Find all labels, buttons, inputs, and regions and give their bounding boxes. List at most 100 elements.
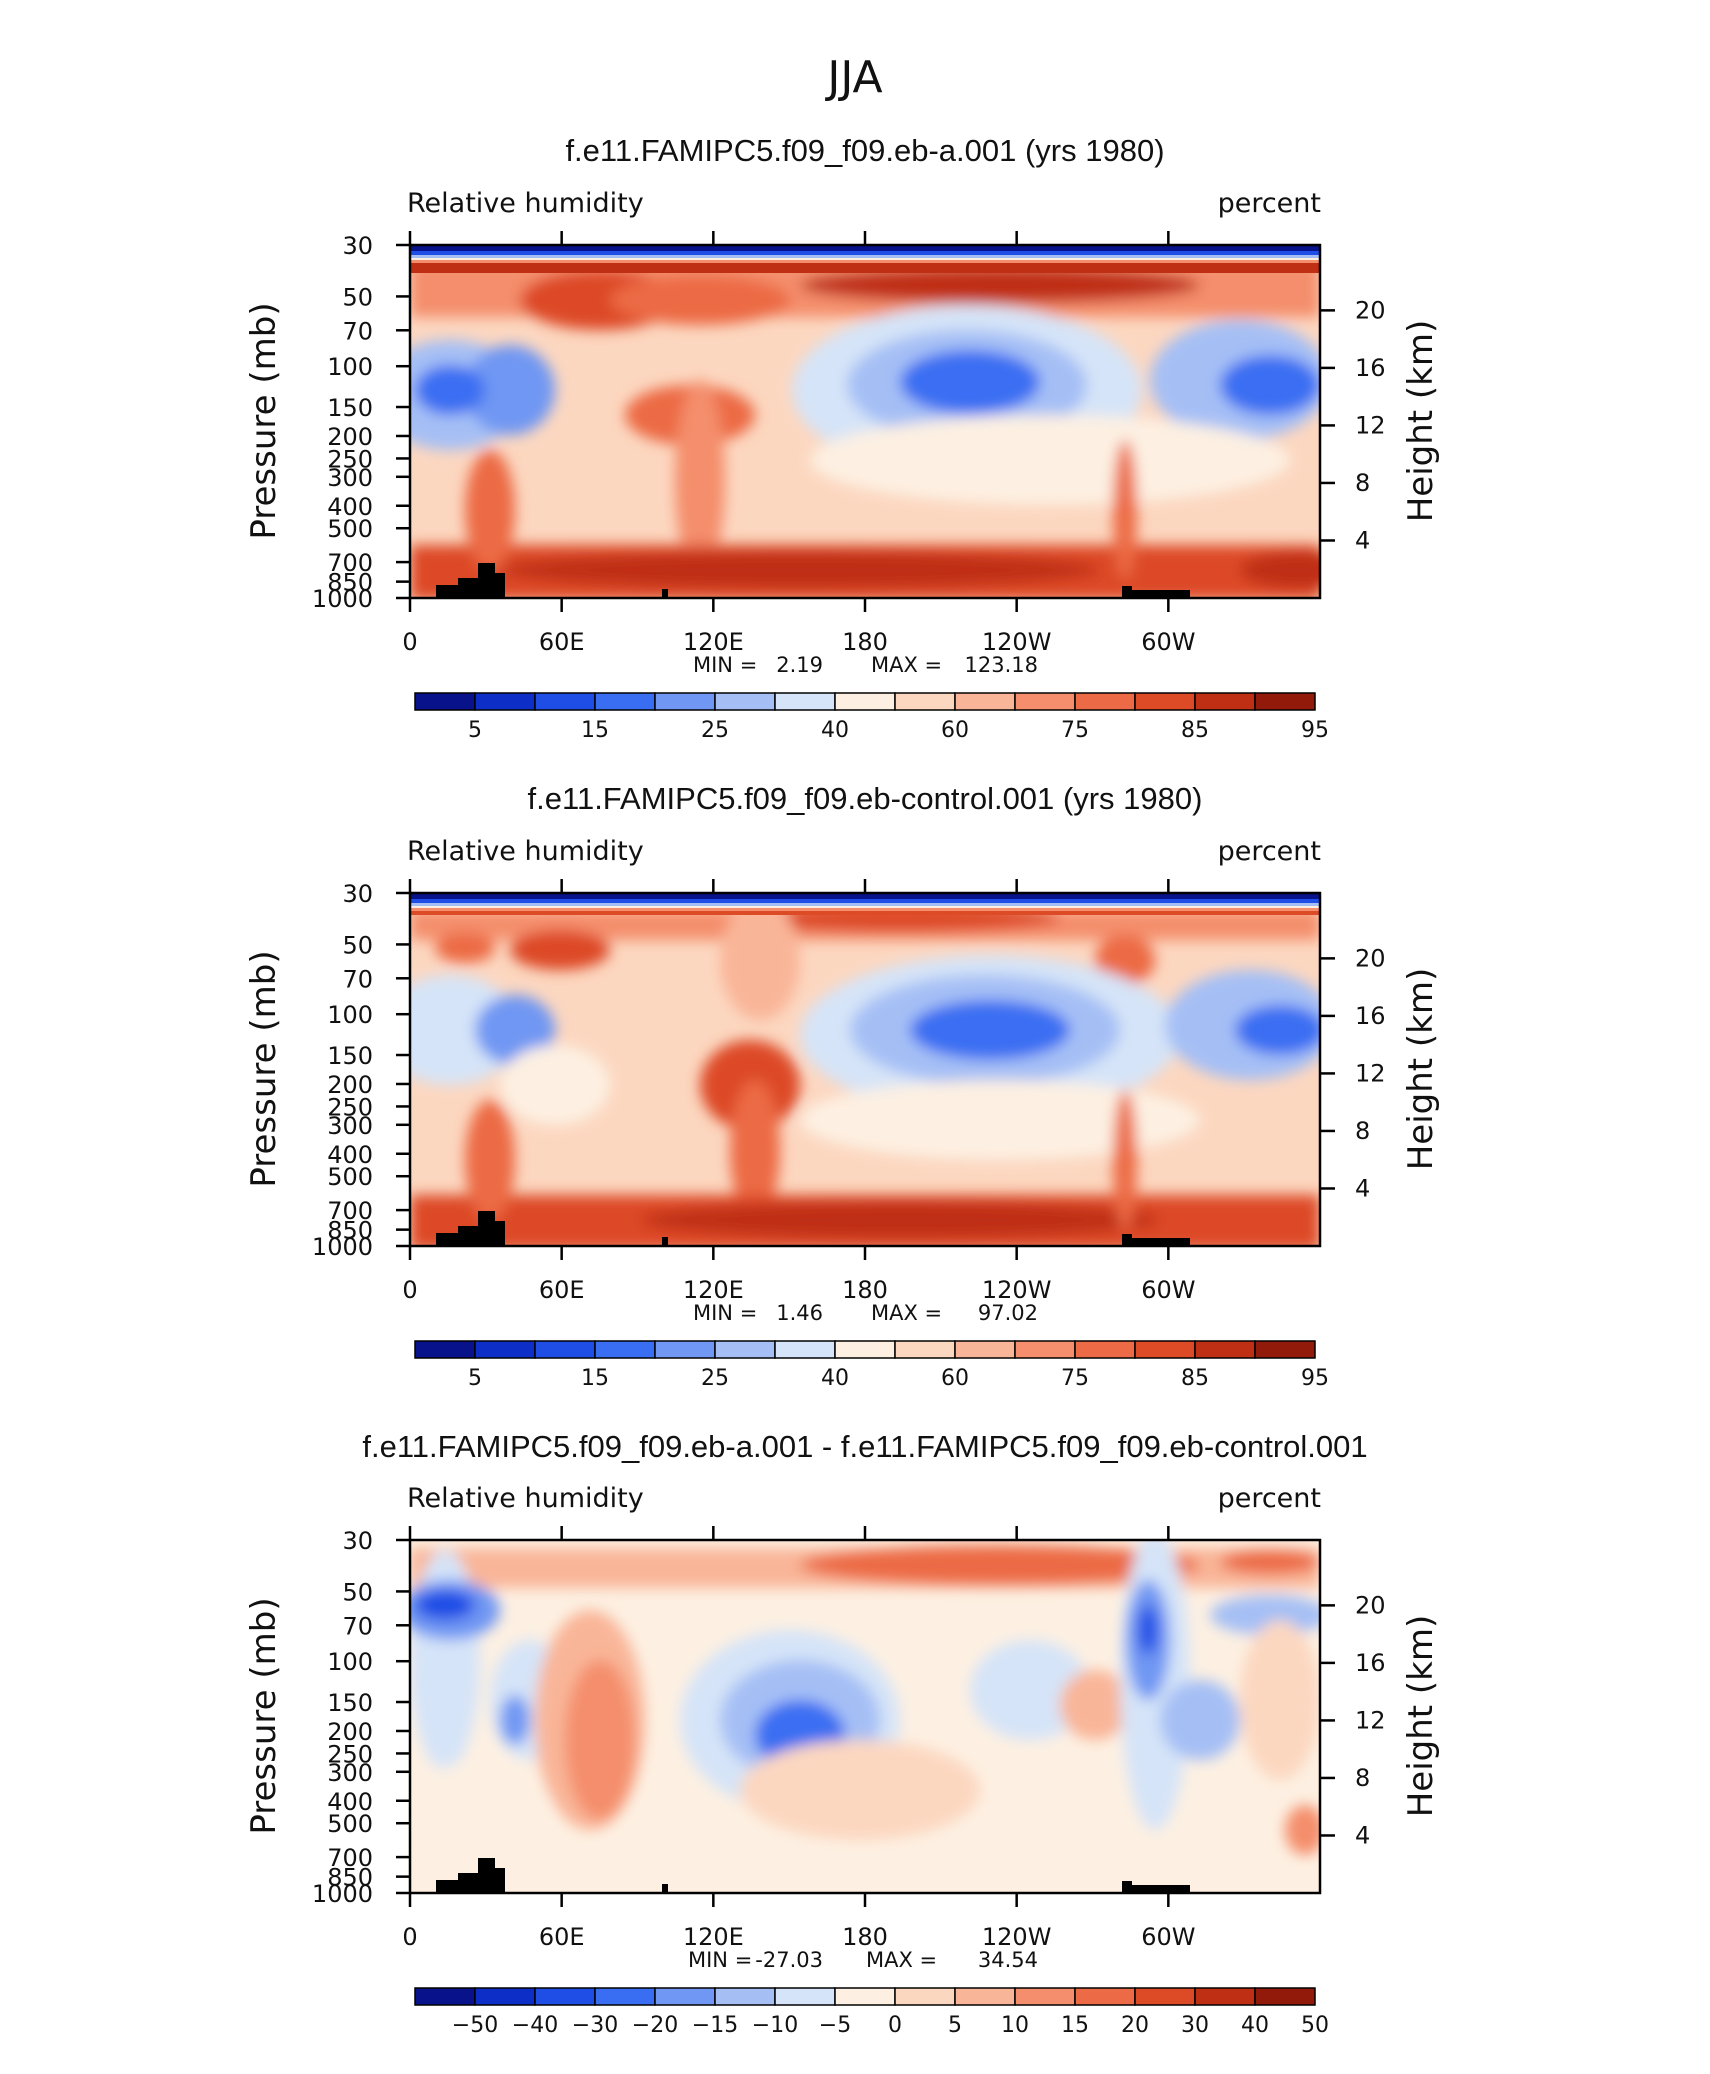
y-tick-label: 200 [327, 1718, 373, 1746]
colorbar-label: −40 [512, 2013, 558, 2038]
colorbar-box [1194, 1340, 1256, 1359]
colorbar-box [1194, 1987, 1256, 2006]
height-tick-label: 4 [1355, 1821, 1370, 1849]
colorbar-box [474, 1340, 536, 1359]
colorbar-box [1074, 1340, 1136, 1359]
colorbar-box [1254, 1340, 1316, 1359]
contour-field [410, 245, 1320, 598]
x-tick-label: 120E [683, 1276, 744, 1304]
y-tick-label: 100 [327, 353, 373, 381]
colorbar-box [414, 1340, 476, 1359]
colorbar-label: 95 [1301, 718, 1329, 743]
colorbar-box [1134, 1340, 1196, 1359]
height-tick-label: 12 [1355, 1706, 1386, 1734]
left-string: Relative humidity [407, 1483, 644, 1514]
colorbar-box [1254, 1987, 1316, 2006]
y-tick-label: 30 [342, 1527, 373, 1555]
colorbar-box [534, 692, 596, 711]
min-value: 1.46 [776, 1301, 823, 1325]
colorbar-label: 5 [468, 718, 482, 743]
x-tick-label: 0 [402, 628, 417, 656]
colorbar-label: 5 [948, 2013, 962, 2038]
colorbar-box [894, 1987, 956, 2006]
x-tick-label: 120W [982, 1923, 1052, 1951]
x-tick-label: 0 [402, 1276, 417, 1304]
colorbar-box [774, 1987, 836, 2006]
height-tick-label: 8 [1355, 1764, 1370, 1792]
x-tick-label: 0 [402, 1923, 417, 1951]
colorbar-box [1134, 692, 1196, 711]
y-tick-label: 150 [327, 1042, 373, 1070]
max-label: MAX = [871, 1301, 942, 1325]
colorbar-box [534, 1340, 596, 1359]
colorbar-label: 15 [581, 1366, 609, 1391]
y-tick-label: 50 [342, 283, 373, 311]
colorbar-label: 20 [1121, 2013, 1149, 2038]
colorbar-label: −50 [452, 2013, 498, 2038]
y-axis-label-right: Height (km) [1401, 1615, 1441, 1818]
colorbar-label: 40 [821, 1366, 849, 1391]
x-tick-label: 120W [982, 628, 1052, 656]
colorbar-label: 40 [1241, 2013, 1269, 2038]
y-tick-label: 500 [327, 1810, 373, 1838]
height-tick-label: 20 [1355, 296, 1386, 324]
colorbar-label: 10 [1001, 2013, 1029, 2038]
x-tick-label: 60W [1141, 628, 1195, 656]
x-tick-label: 180 [842, 1923, 888, 1951]
y-tick-label: 70 [342, 965, 373, 993]
colorbar-box [594, 1340, 656, 1359]
y-tick-label: 400 [327, 493, 373, 521]
height-tick-label: 20 [1355, 944, 1386, 972]
colorbar-label: 0 [888, 2013, 902, 2038]
y-tick-label: 850 [327, 1864, 373, 1892]
colorbar-box [774, 1340, 836, 1359]
colorbar-box [954, 692, 1016, 711]
y-tick-label: 700 [327, 1197, 373, 1225]
max-value: 97.02 [978, 1301, 1038, 1325]
max-label: MAX = [871, 653, 942, 677]
contour-field [410, 1540, 1320, 1893]
colorbar-label: −20 [632, 2013, 678, 2038]
max-label: MAX = [866, 1948, 937, 1972]
x-tick-label: 120E [683, 628, 744, 656]
y-axis-label-right: Height (km) [1401, 320, 1441, 523]
colorbar-box [594, 692, 656, 711]
figure-title: JJA [824, 52, 882, 103]
colorbar-label: −15 [692, 2013, 738, 2038]
y-tick-label: 1000 [312, 585, 373, 613]
x-tick-label: 60W [1141, 1276, 1195, 1304]
y-tick-label: 30 [342, 880, 373, 908]
colorbar-box [414, 1987, 476, 2006]
right-string: percent [1218, 1483, 1321, 1514]
height-tick-label: 16 [1355, 354, 1386, 382]
contour-field [410, 893, 1320, 1246]
left-string: Relative humidity [407, 836, 644, 867]
y-tick-label: 850 [327, 1217, 373, 1245]
colorbar: 5 15 25 40 60 75 85 95 [414, 1340, 1329, 1391]
colorbar-box [714, 1987, 776, 2006]
colorbar-label: 60 [941, 718, 969, 743]
y-tick-label: 70 [342, 317, 373, 345]
y-tick-label: 250 [327, 1740, 373, 1768]
max-value: 34.54 [978, 1948, 1038, 1972]
colorbar-box [414, 692, 476, 711]
colorbar-label: −5 [819, 2013, 851, 2038]
axes: 0 60E 120E 180 120W 60W1000850700500400300250… [312, 879, 1386, 1304]
y-tick-label: 400 [327, 1141, 373, 1169]
min-value: 2.19 [776, 653, 823, 677]
colorbar-label: −30 [572, 2013, 618, 2038]
colorbar-box [1014, 692, 1076, 711]
colorbar-box [534, 1987, 596, 2006]
colorbar-box [594, 1987, 656, 2006]
y-tick-label: 850 [327, 569, 373, 597]
colorbar-box [654, 1340, 716, 1359]
panel-title: f.e11.FAMIPC5.f09_f09.eb-a.001 (yrs 1980… [565, 133, 1164, 168]
colorbar-label: 25 [701, 1366, 729, 1391]
height-tick-label: 16 [1355, 1002, 1386, 1030]
y-tick-label: 300 [327, 1112, 373, 1140]
panel-title: f.e11.FAMIPC5.f09_f09.eb-a.001 - f.e11.F… [362, 1429, 1367, 1464]
y-tick-label: 1000 [312, 1233, 373, 1261]
min-label: MIN = [693, 653, 757, 677]
x-tick-label: 60E [539, 628, 585, 656]
y-tick-label: 300 [327, 464, 373, 492]
